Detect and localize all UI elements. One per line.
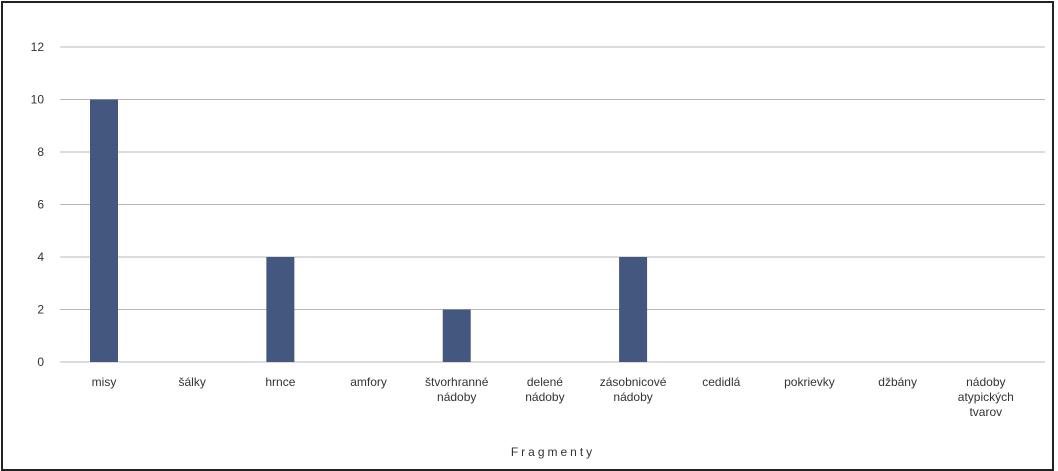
bar (442, 309, 471, 362)
bar (90, 99, 118, 362)
x-axis-title: Fragmenty (511, 445, 595, 459)
y-tick-label: 4 (37, 250, 44, 264)
x-category-label: štvorhranné nádoby (425, 375, 489, 404)
x-category-label: misy (92, 375, 117, 389)
y-axis-ticks: 0 2 4 6 8 10 12 (31, 40, 45, 369)
x-axis-category-labels: misy šálky hrnce amfory štvorhranné nádoby del… (92, 375, 1014, 419)
x-category-label: delené nádoby (525, 375, 564, 404)
x-category-label: nádoby atypických tvarov (958, 375, 1014, 419)
bar (619, 257, 648, 362)
y-tick-label: 10 (31, 93, 45, 107)
y-tick-label: 6 (37, 198, 44, 212)
x-category-label: amfory (350, 375, 387, 389)
y-tick-label: 12 (31, 40, 45, 54)
grid-lines (60, 46, 1045, 363)
x-category-label: hrnce (265, 375, 295, 389)
y-tick-label: 8 (37, 145, 44, 159)
y-tick-label: 0 (37, 355, 44, 369)
x-category-label: zásobnicové nádoby (600, 375, 667, 404)
x-category-label: džbány (878, 375, 917, 389)
y-tick-label: 2 (37, 303, 44, 317)
x-category-label: šálky (179, 375, 206, 389)
bars (90, 99, 648, 362)
x-category-label: cedidlá (702, 375, 740, 389)
bar (266, 257, 295, 362)
x-category-label: pokrievky (784, 375, 835, 389)
